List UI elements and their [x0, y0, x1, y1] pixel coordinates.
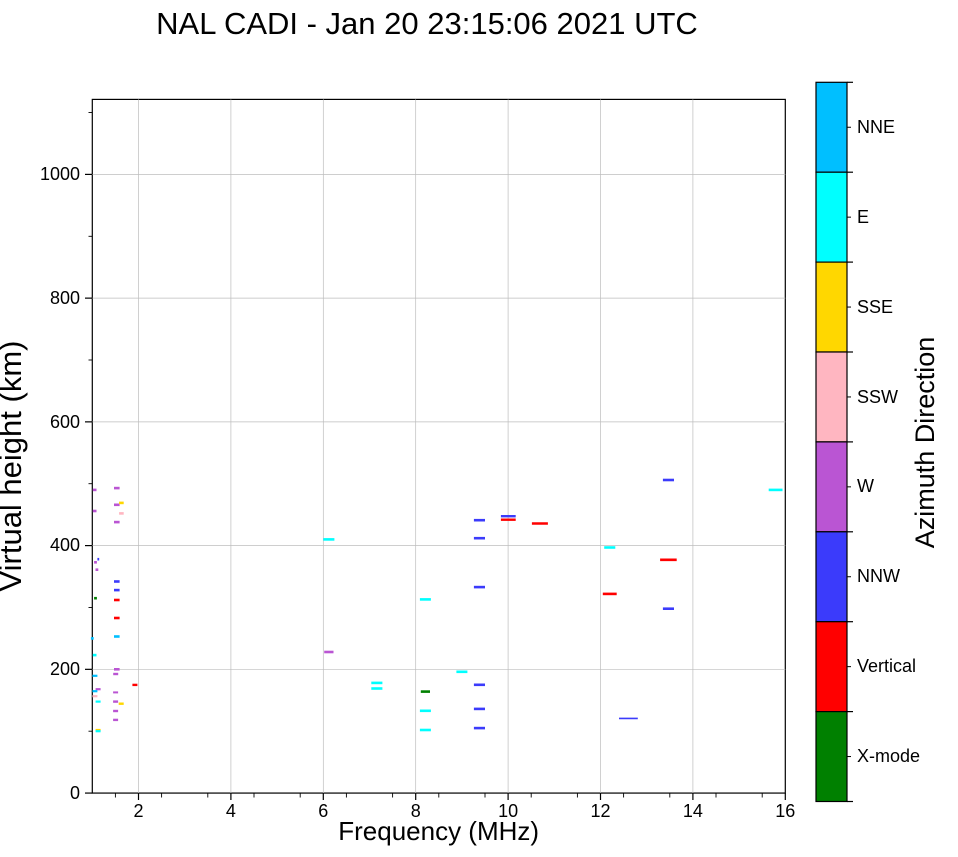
- svg-text:600: 600: [50, 412, 80, 432]
- svg-text:E: E: [857, 207, 869, 227]
- svg-text:Virtual height (km): Virtual height (km): [0, 341, 28, 592]
- svg-text:NNE: NNE: [857, 117, 895, 137]
- svg-text:X-mode: X-mode: [857, 746, 920, 766]
- svg-text:1000: 1000: [40, 164, 80, 184]
- svg-text:400: 400: [50, 535, 80, 555]
- svg-text:NNW: NNW: [857, 566, 900, 586]
- svg-text:SSE: SSE: [857, 297, 893, 317]
- svg-text:4: 4: [226, 801, 236, 821]
- svg-text:2: 2: [133, 801, 143, 821]
- svg-text:Frequency (MHz): Frequency (MHz): [338, 816, 539, 846]
- svg-text:SSW: SSW: [857, 387, 898, 407]
- svg-text:Vertical: Vertical: [857, 656, 916, 676]
- svg-text:800: 800: [50, 288, 80, 308]
- svg-text:12: 12: [590, 801, 610, 821]
- svg-text:W: W: [857, 476, 874, 496]
- svg-text:16: 16: [775, 801, 795, 821]
- svg-text:Azimuth Direction: Azimuth Direction: [910, 337, 940, 549]
- svg-text:14: 14: [683, 801, 703, 821]
- svg-text:0: 0: [70, 783, 80, 803]
- svg-text:6: 6: [318, 801, 328, 821]
- svg-text:200: 200: [50, 659, 80, 679]
